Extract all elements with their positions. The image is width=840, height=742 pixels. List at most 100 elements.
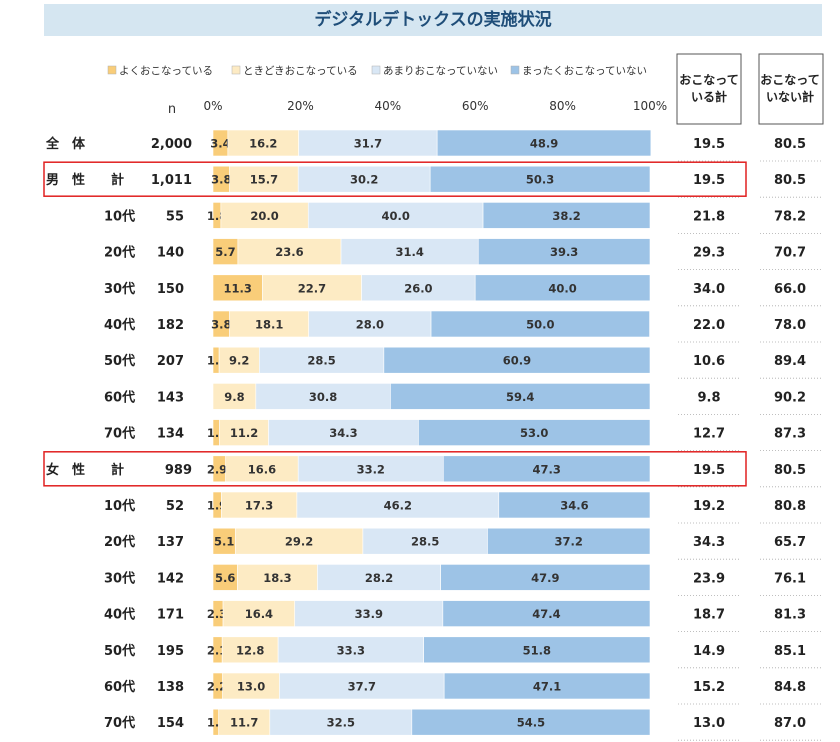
bar-segment [222,600,296,627]
row-not-done-total: 89.4 [774,354,806,369]
bar-segment [221,491,298,519]
row-done-total: 19.2 [693,499,725,514]
row-done-total: 19.5 [693,137,725,152]
bar-segment [237,238,342,265]
row-not-done-total: 78.2 [774,209,806,224]
bar-segment [296,491,500,519]
row-n: 137 [157,535,184,550]
bar-data-label: 15.7 [250,173,278,187]
bar-data-label: 53.0 [520,426,548,440]
x-tick-label: 0% [203,99,222,113]
row-label: 全 体 [45,136,86,152]
row-done-total: 10.6 [693,354,725,369]
bar-data-label: 16.6 [248,462,276,476]
bar-data-label: 11.3 [224,281,252,295]
bar-data-label: 16.4 [245,607,273,621]
bar-data-label: 23.6 [275,245,303,259]
summary-header-line2: いる計 [691,89,727,104]
bar-segment [227,129,299,157]
bar-segment [259,346,385,374]
bar-data-label: 2.9 [207,462,227,476]
row-label: 40代 [104,607,135,623]
row-label: 30代 [104,570,135,586]
bar-segment [390,383,651,410]
bar-data-label: 3.4 [210,137,230,151]
legend-swatch [231,65,241,75]
bar-segment [298,129,438,157]
bar-segment [212,564,238,591]
bar-data-label: 11.2 [230,426,258,440]
bar-data-label: 18.1 [255,318,283,332]
x-tick-label: 100% [633,99,667,113]
title-band [44,4,822,36]
bar-data-label: 2.3 [207,607,227,621]
row-n: 182 [157,318,184,333]
bar-segment [268,419,419,446]
row-label: 70代 [104,426,135,442]
bar-data-label: 37.7 [348,680,376,694]
row-label: 60代 [104,389,135,405]
bar-segment [442,455,651,483]
bar-data-label: 17.3 [245,499,273,513]
legend-label: ときどきおこなっている [243,65,358,77]
bar-data-label: 3.8 [211,318,231,332]
summary-header-box [676,53,742,125]
legend-label: よくおこなっている [119,65,213,77]
x-tick-label: 80% [549,99,576,113]
bar-data-label: 30.2 [350,173,378,187]
x-tick-label: 20% [287,99,314,113]
row-label: 30代 [104,281,135,297]
row-not-done-total: 78.0 [774,318,806,333]
bar-data-label: 40.0 [381,209,409,223]
row-not-done-total: 70.7 [774,246,806,261]
row-done-total: 12.7 [693,427,725,442]
bar-data-label: 60.9 [503,354,531,368]
legend-swatch [510,65,520,75]
bar-data-label: 34.3 [329,426,357,440]
row-done-total: 14.9 [693,644,725,659]
bar-segment [234,527,364,555]
row-label: 60代 [104,679,135,695]
bar-segment [297,165,431,193]
highlight-frame [43,451,747,487]
bar-segment [279,672,445,700]
x-tick-label: 60% [462,99,489,113]
bar-data-label: 2.2 [207,680,227,694]
bar-data-label: 47.3 [532,462,560,476]
bar-data-label: 13.0 [237,680,265,694]
bar-segment [411,708,651,736]
row-label: 40代 [104,317,135,333]
bar-segment [262,274,362,302]
row-n: 134 [157,427,184,442]
row-n: 143 [157,390,184,405]
bar-segment [436,129,652,157]
bar-data-label: 16.2 [249,137,277,151]
bar-data-label: 34.6 [560,499,588,513]
row-not-done-total: 85.1 [774,644,806,659]
row-not-done-total: 87.3 [774,427,806,442]
bar-data-label: 38.2 [552,209,580,223]
bar-segment [269,708,413,736]
bar-data-label: 33.3 [337,643,365,657]
row-label: 20代 [104,534,135,550]
bar-segment [317,564,441,591]
bar-data-label: 59.4 [506,390,534,404]
summary-header-line2: いない計 [766,89,814,104]
row-label: 50代 [104,643,135,659]
row-n: 1,011 [151,173,192,188]
bar-segment [482,202,651,229]
bar-data-label: 11.7 [230,716,258,730]
row-done-total: 18.7 [693,608,725,623]
bar-data-label: 28.0 [356,318,384,332]
bar-segment [430,310,650,338]
row-n: 171 [157,608,184,623]
row-label: 20代 [104,245,135,261]
row-done-total: 19.5 [693,173,725,188]
bar-segment [229,165,299,193]
row-not-done-total: 80.5 [774,463,806,478]
legend-label: まったくおこなっていない [522,65,647,77]
row-label: 70代 [104,715,135,731]
row-not-done-total: 84.8 [774,680,806,695]
bar-segment [218,708,271,736]
